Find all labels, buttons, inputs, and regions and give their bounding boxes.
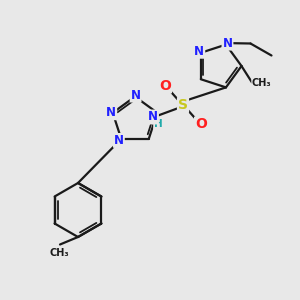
Text: N: N: [223, 37, 232, 50]
Text: S: S: [178, 98, 188, 112]
Text: N: N: [114, 134, 124, 147]
Text: O: O: [159, 79, 171, 92]
Text: N: N: [130, 88, 141, 102]
Text: N: N: [106, 106, 116, 119]
Text: CH₃: CH₃: [50, 248, 69, 258]
Text: CH₃: CH₃: [252, 77, 272, 88]
Text: N: N: [194, 45, 204, 58]
Text: H: H: [154, 118, 163, 129]
Text: O: O: [195, 118, 207, 131]
Text: N: N: [148, 110, 158, 124]
